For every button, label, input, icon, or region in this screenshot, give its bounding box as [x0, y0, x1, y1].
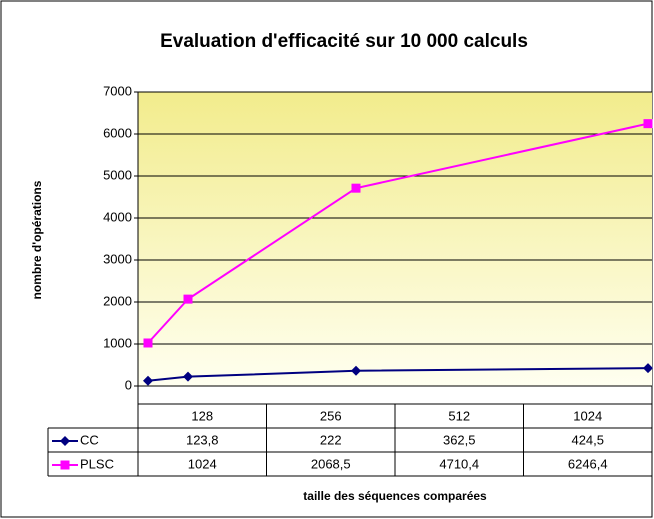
x-tick-label: 512 — [448, 408, 470, 423]
table-value: 4710,4 — [439, 456, 479, 471]
marker — [183, 371, 193, 382]
chart-title: Evaluation d'efficacité sur 10 000 calcu… — [160, 31, 528, 52]
x-tick-label: 128 — [191, 408, 213, 423]
x-tick-label: 1024 — [573, 408, 602, 423]
y-axis-label: nombre d'opérations — [30, 180, 44, 299]
y-tick-label: 0 — [125, 377, 132, 392]
marker — [351, 183, 361, 193]
y-tick-label: 7000 — [103, 83, 132, 98]
y-tick-label: 4000 — [103, 209, 132, 224]
marker — [143, 338, 153, 348]
table-value: 362,5 — [443, 432, 476, 447]
table-value: 222 — [320, 432, 342, 447]
y-tick-label: 5000 — [103, 167, 132, 182]
marker — [60, 460, 70, 470]
series-line — [147, 122, 649, 344]
marker — [351, 365, 361, 376]
y-tick-label: 6000 — [103, 125, 132, 140]
table-value: 424,5 — [571, 432, 604, 447]
table-value: 2068,5 — [311, 456, 351, 471]
plot-area — [138, 92, 652, 386]
series-line — [147, 367, 649, 382]
legend-label: PLSC — [80, 456, 114, 471]
x-axis-label: taille des séquences comparées — [303, 489, 487, 503]
marker — [643, 363, 653, 374]
table-value: 6246,4 — [568, 456, 608, 471]
legend-label: CC — [80, 432, 99, 447]
x-tick-label: 256 — [320, 408, 342, 423]
table-value: 1024 — [188, 456, 217, 471]
marker — [643, 119, 653, 129]
y-tick-label: 2000 — [103, 293, 132, 308]
marker — [60, 436, 70, 446]
marker — [183, 294, 193, 304]
y-tick-label: 3000 — [103, 251, 132, 266]
y-tick-label: 1000 — [103, 335, 132, 350]
table-value: 123,8 — [186, 432, 219, 447]
marker — [143, 375, 153, 386]
